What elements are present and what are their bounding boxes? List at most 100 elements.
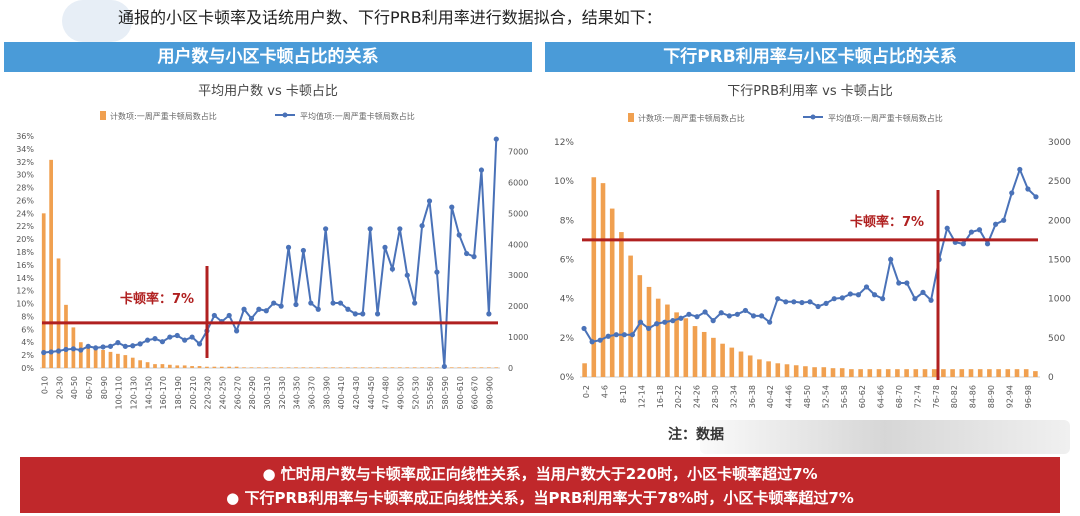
series-point (434, 269, 440, 275)
bar (757, 359, 762, 377)
legend-line-label: 平均值项:一周严重卡顿局数占比 (300, 111, 415, 121)
x-tick-label: 76-78 (932, 385, 941, 408)
bar (301, 367, 306, 368)
x-tick-label: 20-30 (55, 376, 64, 399)
x-tick-label: 80-90 (100, 376, 109, 399)
x-tick-label: 0-2 (582, 385, 591, 398)
bar (913, 369, 919, 377)
bar (279, 367, 283, 368)
x-tick-label: 240-250 (218, 376, 227, 409)
x-tick-label: 550-560 (426, 376, 435, 409)
bar (368, 367, 373, 368)
series-point (486, 311, 492, 317)
bar (190, 366, 194, 368)
bar (308, 367, 313, 368)
redacted-note-smear (700, 420, 1070, 454)
y-left-tick: 4% (560, 295, 575, 305)
series-point (863, 284, 870, 290)
series-point (767, 319, 773, 325)
bar (968, 369, 974, 377)
bar (464, 367, 469, 368)
legend-bar-label: 计数项:一周严重卡顿局数占比 (638, 113, 745, 123)
bar (145, 362, 150, 368)
series-point (734, 311, 740, 317)
series-point (1001, 217, 1007, 223)
bar (674, 312, 679, 377)
y-left-tick: 2% (21, 351, 34, 360)
bar (1005, 369, 1011, 377)
series-point (758, 313, 765, 319)
series-point (352, 311, 358, 317)
series-point (847, 291, 853, 297)
bar (383, 367, 387, 368)
bar (41, 213, 46, 368)
bar (160, 364, 165, 368)
series-point (1009, 190, 1015, 196)
series-point (360, 311, 366, 317)
bar (101, 349, 105, 368)
bar (323, 367, 328, 368)
series-point (144, 337, 151, 343)
bar (904, 369, 909, 377)
series-point (960, 241, 966, 247)
series-point (654, 321, 660, 327)
series-point (345, 306, 351, 312)
bar (175, 365, 180, 368)
bar (701, 331, 707, 377)
series-point (839, 295, 845, 301)
bar (821, 367, 827, 377)
bar (987, 369, 992, 377)
x-tick-label: 40-42 (766, 385, 775, 408)
series-point (791, 299, 797, 305)
series-point (85, 343, 91, 349)
series-point (211, 312, 217, 319)
bar (646, 286, 652, 377)
series-point (397, 226, 403, 232)
series-point (300, 247, 306, 254)
bar (775, 363, 781, 377)
x-tick-label: 890-900 (486, 376, 495, 409)
series-point (159, 339, 166, 345)
y-left-tick: 34% (16, 145, 34, 154)
bar (130, 357, 135, 368)
series-point (968, 229, 975, 235)
y-left-tick: 8% (560, 216, 575, 226)
bar (271, 367, 276, 368)
x-tick-label: 60-62 (858, 385, 867, 408)
bar (803, 366, 808, 377)
series-point (419, 223, 425, 229)
series-point (621, 332, 627, 338)
bar (346, 367, 350, 368)
series-point (278, 303, 284, 309)
legend-bar-swatch (628, 113, 634, 122)
bar (867, 369, 873, 377)
legend-line-marker (810, 114, 816, 120)
bar (922, 369, 928, 377)
bar (449, 367, 454, 368)
y-right-tick: 3000 (1048, 138, 1071, 148)
series-point (589, 339, 595, 345)
series-point (662, 319, 668, 325)
legend-bar-label: 计数项:一周严重卡顿局数占比 (110, 111, 217, 121)
bar (996, 369, 1001, 377)
legend-line-label: 平均值项:一周严重卡顿局数占比 (828, 113, 943, 123)
x-tick-label: 40-50 (70, 376, 79, 399)
x-tick-label: 120-130 (129, 376, 138, 409)
bar (655, 298, 661, 377)
bar (1033, 371, 1038, 377)
series-point (581, 325, 587, 332)
bar (212, 366, 217, 368)
series-point (234, 328, 240, 334)
series-point (912, 296, 918, 302)
y-left-tick: 28% (16, 184, 34, 193)
bar (64, 304, 68, 368)
bar (609, 208, 615, 377)
x-tick-label: 260-270 (233, 376, 242, 409)
bar (242, 367, 246, 368)
series-point (196, 341, 203, 347)
bar (234, 366, 239, 368)
bar (78, 342, 83, 368)
series-point (871, 292, 878, 298)
bar (977, 369, 983, 377)
series-point (823, 300, 829, 306)
